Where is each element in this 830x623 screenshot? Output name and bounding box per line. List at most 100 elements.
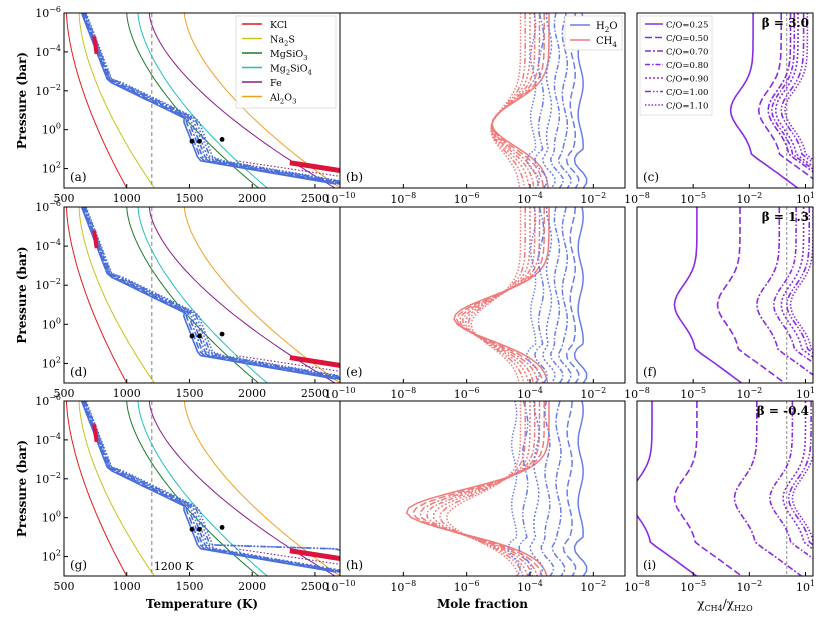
x-tick-label: 10−10 — [325, 191, 356, 206]
y-axis-label: Pressure (bar) — [15, 52, 29, 149]
x-tick-label: 500 — [54, 192, 75, 205]
h2o-profile-1 — [565, 207, 580, 383]
x-tick-label: 10−5 — [680, 191, 706, 206]
x-tick-label: 10−8 — [390, 191, 416, 206]
condensation-curve-Al2O3 — [183, 401, 340, 576]
x-tick-label: 10−4 — [517, 191, 543, 206]
condensation-curve-Al2O3 — [183, 207, 340, 383]
ch4-profile-4 — [432, 401, 531, 576]
panel-d: (d) 10−6 10−4 10−2 100 102 500 1000 1500 2000 2500… — [15, 199, 341, 400]
tp-profile-4 — [83, 401, 340, 571]
ratio-profile-3 — [772, 207, 813, 364]
ch4-profile-2 — [490, 13, 541, 188]
convective-segment-top — [92, 36, 99, 55]
panel-letter: (c) — [643, 170, 659, 184]
panel-g: 1200 K (g) 10−6 10−4 10−2 100 102 500 1000 1500 20… — [15, 393, 341, 593]
panel-frame — [636, 206, 814, 384]
plot-area-b — [490, 13, 588, 188]
legend-label-co: C/O=0.25 — [666, 21, 708, 31]
h2o-profile-4 — [542, 13, 556, 188]
rcb-dot — [197, 138, 202, 144]
convective-segment — [289, 160, 340, 173]
x-tick-label: 1000 — [113, 580, 141, 593]
y-tick-label: 10−2 — [35, 277, 61, 292]
condensation-curve-KCl — [66, 207, 128, 383]
h2o-profile-3 — [540, 401, 555, 576]
x-tick-label: 1000 — [113, 192, 141, 205]
tp-profile-2 — [82, 401, 340, 573]
panel-letter: (d) — [70, 365, 87, 379]
rcb-dot — [197, 526, 202, 532]
ch4-profile-4 — [464, 207, 531, 383]
x-tick-label: 10−2 — [736, 191, 762, 206]
x-tick-label: 2000 — [238, 387, 266, 400]
panel-c: β = 3.0 C/O=0.25C/O=0.50C/O=0.70C/O=0.80C… — [624, 12, 815, 206]
panel-letter: (f) — [643, 365, 657, 379]
condensation-curve-Na2S — [78, 207, 155, 383]
plot-area-g — [66, 401, 340, 576]
h2o-profile-0 — [573, 207, 588, 383]
legend-label-co: C/O=1.10 — [666, 102, 708, 112]
x-tick-label: 101 — [796, 386, 815, 401]
panel-frame — [636, 12, 814, 189]
h2o-profile-4 — [529, 401, 544, 576]
ch4-profile-1 — [412, 401, 545, 576]
x-tick-label: 10−2 — [736, 386, 762, 401]
x-tick-label: 10−2 — [580, 191, 606, 206]
rcb-dot — [189, 333, 195, 339]
condensation-curve-MgSiO3 — [126, 207, 259, 383]
tp-profile-3 — [83, 13, 340, 184]
y-tick-label: 10−2 — [35, 471, 61, 486]
legend-label-Mg2SiO4: Mg2SiO4 — [270, 64, 312, 77]
condensation-curve-MgSiO3 — [126, 13, 259, 188]
x-tick-label: 10−2 — [580, 579, 606, 594]
legend-label-MgSiO3: MgSiO3 — [270, 49, 308, 62]
panel-f: β = 1.3 (f) 10−8 10−5 10−2 101 — [624, 206, 815, 401]
legend-label-h2o: H2O — [596, 21, 618, 34]
convective-segment — [289, 355, 340, 368]
tp-profile-6 — [85, 13, 340, 182]
h2o-profile-1 — [562, 401, 577, 576]
x-tick-label: 1500 — [175, 580, 203, 593]
x-tick-label: 10−4 — [517, 386, 543, 401]
legend-label-co: C/O=1.00 — [666, 88, 708, 98]
ratio-profile-4 — [780, 207, 813, 359]
tp-profile-5 — [84, 207, 340, 378]
rcb-dot — [197, 333, 202, 339]
ratio-profile-1 — [673, 401, 742, 576]
rcb-dot — [219, 136, 225, 142]
ch4-profile-2 — [459, 207, 541, 383]
ratio-profile-3 — [769, 401, 813, 560]
condensation-curve-Mg2SiO4 — [137, 207, 268, 383]
h2o-profile-6 — [526, 207, 540, 383]
ch4-profile-1 — [491, 13, 545, 188]
panel-h: (h) 10−10 10−8 10−6 10−4 10−2 — [325, 400, 626, 594]
x-tick-label: 10−4 — [517, 579, 543, 594]
panel-frame — [339, 12, 626, 189]
convective-segment-top — [92, 230, 99, 249]
y-tick-label: 10−6 — [35, 199, 61, 214]
h2o-profile-2 — [557, 207, 572, 383]
ratio-profile-0 — [637, 401, 697, 576]
panel-i: β = -0.4 (i) 10−8 10−5 10−2 101 — [624, 400, 815, 594]
condensation-curve-Na2S — [78, 13, 155, 188]
plot-area-f — [673, 207, 813, 383]
h2o-profile-4 — [542, 207, 556, 383]
tp-profile-4 — [83, 13, 340, 183]
ratio-profile-5 — [785, 207, 813, 355]
beta-label: β = 3.0 — [762, 16, 809, 30]
tp-profile-1 — [81, 207, 340, 380]
legend-label-Al2O3: Al2O3 — [269, 93, 296, 106]
ch4-profile-0 — [405, 401, 550, 576]
tp-profile-3 — [83, 207, 340, 379]
x-tick-label: 10−6 — [454, 386, 480, 401]
x-tick-label: 500 — [54, 580, 75, 593]
x-tick-label: 10−6 — [454, 191, 480, 206]
co-legend: C/O=0.25 C/O=0.50 C/O=0.70 C/O=0.80 C/O=0.90… — [639, 15, 713, 116]
y-tick-label: 100 — [42, 316, 61, 331]
legend-label-KCl: KCl — [270, 20, 287, 31]
rcb-dot — [219, 524, 225, 530]
y-tick-label: 10−6 — [35, 393, 61, 408]
